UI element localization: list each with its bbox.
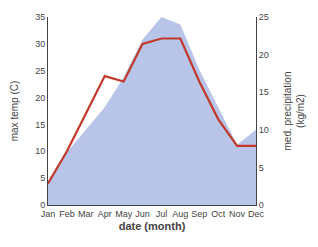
svg-text:5: 5 xyxy=(259,163,264,173)
svg-text:10: 10 xyxy=(35,146,45,156)
svg-text:0: 0 xyxy=(259,200,264,210)
svg-text:25: 25 xyxy=(259,12,269,22)
svg-text:med. precipitation(kg/m2): med. precipitation(kg/m2) xyxy=(282,72,306,151)
svg-text:20: 20 xyxy=(259,50,269,60)
svg-text:Nov: Nov xyxy=(229,209,246,219)
svg-text:Dec: Dec xyxy=(248,209,265,219)
svg-text:date (month): date (month) xyxy=(119,220,186,232)
svg-text:35: 35 xyxy=(35,12,45,22)
svg-text:Oct: Oct xyxy=(211,209,226,219)
svg-text:Jan: Jan xyxy=(41,209,56,219)
svg-text:25: 25 xyxy=(35,66,45,76)
svg-text:Sep: Sep xyxy=(191,209,207,219)
svg-text:20: 20 xyxy=(35,93,45,103)
svg-text:May: May xyxy=(115,209,133,219)
svg-text:max temp (C): max temp (C) xyxy=(9,81,20,142)
svg-text:0: 0 xyxy=(40,200,45,210)
svg-text:Feb: Feb xyxy=(59,209,75,219)
svg-text:5: 5 xyxy=(40,173,45,183)
svg-text:15: 15 xyxy=(259,87,269,97)
svg-text:Aug: Aug xyxy=(172,209,188,219)
svg-text:Apr: Apr xyxy=(98,209,112,219)
svg-text:15: 15 xyxy=(35,120,45,130)
svg-text:Mar: Mar xyxy=(78,209,94,219)
svg-text:10: 10 xyxy=(259,125,269,135)
svg-text:Jul: Jul xyxy=(156,209,168,219)
svg-text:Jun: Jun xyxy=(135,209,150,219)
svg-text:30: 30 xyxy=(35,39,45,49)
